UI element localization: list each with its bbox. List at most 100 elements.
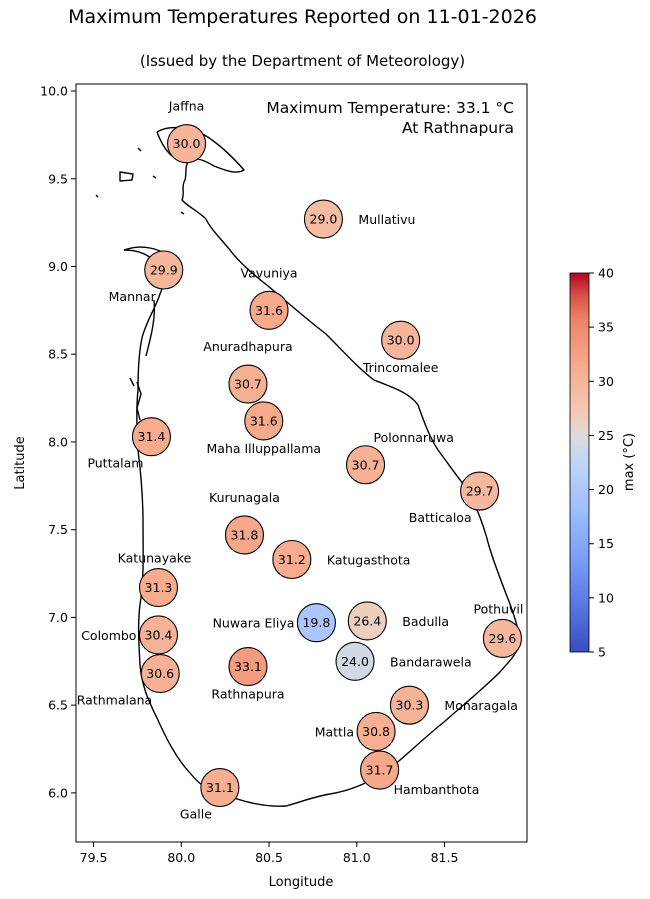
station-value: 30.7 [234, 377, 262, 392]
station-name: Rathmalana [77, 693, 152, 708]
station-marker [482, 618, 522, 659]
station-name: Mannar [109, 289, 157, 304]
y-tick-label: 10.0 [40, 84, 68, 99]
station-marker [249, 290, 289, 330]
station-name: Katunayake [118, 551, 192, 566]
station-value: 33.1 [234, 659, 262, 674]
station-mattla: 30.8 Mattla [315, 711, 396, 752]
station-name: Monaragala [444, 698, 518, 713]
y-tick-label: 8.0 [48, 434, 68, 449]
station-marker [224, 515, 265, 555]
station-name: Badulla [402, 614, 449, 629]
colorbar-ticks: 5 10 15 20 25 30 35 40 [589, 266, 614, 660]
station-name: Trincomalee [362, 360, 439, 375]
station-name: Hambanthota [394, 782, 480, 797]
station-nuwara-eliya: 19.8 Nuwara Eliya [213, 603, 336, 643]
station-name: Rathnapura [211, 687, 284, 702]
station-markers: 30.0 Jaffna 29.0 Mullativu 29.9 Mannar 31.6 Vav… [77, 99, 524, 822]
colorbar-tick-label: 20 [598, 482, 614, 497]
station-marker [460, 471, 500, 511]
colorbar-tick-label: 40 [598, 266, 614, 281]
chart-title: Maximum Temperatures Reported on 11-01-2… [68, 6, 537, 28]
station-puttalam: 31.4 Puttalam [87, 417, 172, 471]
station-value: 31.3 [145, 580, 173, 595]
station-value: 30.0 [173, 136, 201, 151]
max-temp-location: At Rathnapura [402, 119, 514, 137]
station-name: Mattla [315, 724, 354, 739]
station-marker [272, 539, 312, 580]
station-name: Puttalam [87, 456, 143, 471]
x-tick-label: 80.5 [255, 850, 283, 865]
station-marker [228, 646, 268, 687]
station-value: 29.7 [466, 484, 494, 499]
x-tick-label: 81.5 [431, 850, 459, 865]
x-axis-label: Longitude [269, 875, 334, 890]
station-marker [347, 601, 387, 641]
station-name: Jaffna [168, 99, 205, 114]
station-value: 19.8 [302, 615, 330, 630]
station-value: 31.4 [138, 429, 166, 444]
station-marker [356, 711, 396, 752]
station-value: 30.4 [145, 627, 173, 642]
colorbar-tick-label: 25 [598, 428, 614, 443]
station-mannar: 29.9 Mannar [109, 250, 184, 304]
station-marker [381, 320, 421, 360]
station-marker [303, 199, 343, 239]
station-marker [200, 768, 240, 808]
x-tick-label: 80.0 [167, 850, 195, 865]
station-pothuvil: 29.6 Pothuvil [474, 601, 523, 659]
station-value: 29.6 [489, 631, 517, 646]
station-polonnaruwa: 30.7 Polonnaruwa [346, 430, 454, 485]
station-bandarawela: 24.0 Bandarawela [335, 641, 472, 681]
station-value: 31.1 [206, 780, 234, 795]
station-value: 30.7 [352, 457, 380, 472]
plot-frame [75, 83, 528, 843]
station-name: Vavuniya [241, 265, 298, 280]
station-value: 29.0 [310, 212, 338, 227]
station-name: Mullativu [358, 212, 415, 227]
y-axis-label: Latitude [13, 436, 28, 490]
axis-ticks: 79.5 80.0 80.5 81.0 81.5 6.0 6.5 7.0 7.5 8.0 8.5 9.… [40, 84, 458, 865]
station-kurunagala: 31.8 Kurunagala [209, 490, 280, 555]
station-value: 24.0 [341, 654, 369, 669]
station-trincomalee: 30.0 Trincomalee [362, 320, 439, 375]
station-name: Anuradhapura [203, 339, 292, 354]
station-colombo: 30.4 Colombo [81, 615, 179, 655]
y-tick-label: 6.0 [48, 785, 68, 800]
station-name: Colombo [81, 628, 136, 643]
station-name: Maha Illuppallama [207, 441, 322, 456]
station-marker [138, 615, 179, 655]
colorbar-tick-label: 35 [598, 320, 614, 335]
station-badulla: 26.4 Badulla [347, 601, 449, 641]
y-tick-label: 8.5 [48, 347, 68, 362]
station-value: 30.6 [146, 666, 174, 681]
station-marker [346, 445, 386, 485]
station-galle: 31.1 Galle [180, 768, 240, 822]
x-tick-label: 79.5 [80, 850, 108, 865]
colorbar-tick-label: 5 [598, 645, 606, 660]
station-value: 31.7 [366, 763, 394, 778]
x-tick-label: 81.0 [343, 850, 371, 865]
colorbar-tick-label: 30 [598, 374, 614, 389]
station-value: 31.6 [250, 413, 278, 428]
max-temp-annotation: Maximum Temperature: 33.1 °C [266, 99, 514, 117]
station-marker [296, 603, 336, 643]
station-marker [131, 417, 172, 457]
colorbar-tick-label: 10 [598, 590, 614, 605]
station-name: Bandarawela [390, 654, 472, 669]
station-name: Polonnaruwa [374, 430, 454, 445]
station-katugasthota: 31.2 Katugasthota [272, 539, 410, 580]
y-tick-label: 7.5 [48, 522, 68, 537]
y-tick-label: 9.5 [48, 171, 68, 186]
y-tick-label: 7.0 [48, 610, 68, 625]
station-value: 30.0 [387, 333, 415, 348]
station-marker [335, 641, 375, 681]
colorbar [569, 272, 590, 653]
station-rathnapura: 33.1 Rathnapura [211, 646, 285, 702]
station-marker [244, 401, 284, 441]
y-tick-label: 6.5 [48, 698, 68, 713]
station-jaffna: 30.0 Jaffna [167, 99, 207, 164]
station-value: 30.3 [396, 698, 424, 713]
